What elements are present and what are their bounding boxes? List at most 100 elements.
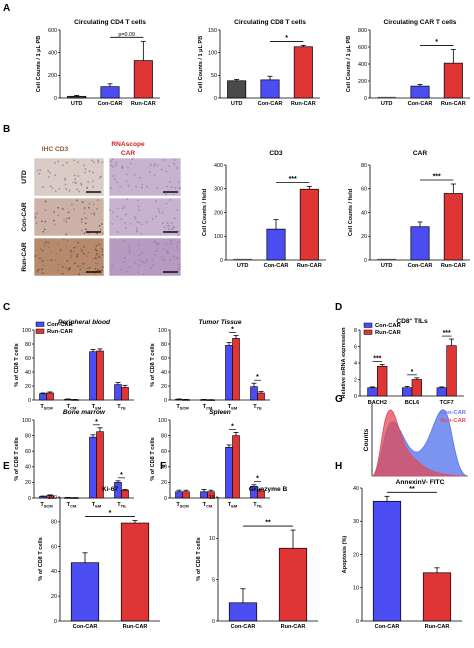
cell-dot — [162, 248, 165, 251]
cell-dot — [82, 262, 85, 265]
cell-dot — [41, 249, 44, 252]
y-tick-label: 80 — [161, 342, 167, 348]
chart-title: Circulating CD8 T cells — [234, 19, 306, 26]
cell-dot — [70, 251, 72, 254]
cell-dot — [79, 268, 82, 271]
bar-run-car-tcf7 — [446, 345, 457, 397]
cell-dot — [127, 184, 130, 187]
cell-dot — [173, 159, 176, 161]
panel-letter-g: G — [335, 394, 343, 405]
y-tick-label: 0 — [220, 258, 223, 264]
cell-dot — [178, 187, 181, 190]
cell-dot — [166, 250, 169, 252]
cell-dot — [177, 268, 180, 271]
chart-title: CD8+ TILs — [396, 317, 428, 326]
cell-dot — [135, 185, 137, 188]
cell-dot — [169, 259, 172, 261]
cell-dot — [150, 163, 152, 166]
cell-dot — [140, 232, 143, 235]
cell-dot — [84, 217, 86, 219]
bar-run-car — [443, 193, 463, 261]
y-tick-label: 20 — [25, 384, 31, 390]
cell-dot — [96, 262, 99, 265]
cell-dot — [141, 186, 143, 189]
cell-dot — [176, 245, 179, 248]
cell-dot — [96, 232, 99, 235]
significance-label: *** — [433, 174, 441, 181]
y-tick-label: 0 — [54, 96, 57, 102]
cell-dot — [99, 228, 102, 231]
cell-dot — [61, 272, 64, 275]
row-label: UTD — [21, 170, 28, 184]
bar-con-car-em — [225, 446, 233, 499]
bar-con-car-scm — [39, 496, 47, 499]
cell-dot — [74, 178, 77, 181]
cell-dot — [92, 171, 94, 174]
cell-dot — [93, 214, 96, 216]
cell-dot — [92, 180, 94, 182]
x-tick-label: Run-CAR — [441, 263, 466, 269]
cell-dot — [54, 174, 57, 177]
cell-dot — [172, 226, 175, 229]
cell-dot — [54, 259, 56, 262]
cell-dot — [170, 243, 173, 245]
x-tick-label: UTD — [381, 263, 393, 269]
cell-dot — [83, 271, 86, 274]
cell-dot — [65, 221, 68, 223]
y-tick-label: 8 — [354, 328, 357, 334]
significance-label: *** — [373, 356, 381, 363]
x-tick-label: Run-CAR — [131, 101, 156, 107]
y-axis-label: Apoptosis (%) — [342, 536, 348, 574]
cell-dot — [94, 257, 97, 259]
cell-dot — [73, 262, 76, 265]
cell-dot — [85, 228, 87, 231]
cell-dot — [141, 251, 144, 254]
y-tick-label: 20 — [161, 480, 167, 486]
cell-dot — [67, 268, 69, 271]
bar-con-car — [70, 562, 100, 622]
y-axis-label: Relative mRNA expression — [341, 327, 347, 399]
cell-dot — [47, 259, 50, 261]
cell-dot — [146, 259, 148, 262]
cell-dot — [49, 185, 52, 188]
bar-run-car — [278, 547, 308, 622]
bar-run-car-te — [121, 387, 129, 401]
cell-dot — [47, 169, 50, 172]
column-label-car: CAR — [121, 150, 136, 157]
cell-dot — [96, 253, 99, 256]
cell-dot — [141, 183, 144, 186]
cell-dot — [131, 158, 134, 161]
cell-dot — [100, 223, 103, 225]
cell-dot — [176, 208, 179, 211]
cell-dot — [166, 185, 168, 188]
cell-dot — [78, 273, 81, 276]
bar-run-car — [120, 522, 150, 622]
cell-dot — [112, 174, 115, 177]
bar-run-car — [299, 188, 319, 261]
x-tick-label: Run-CAR — [425, 624, 450, 630]
cell-dot — [81, 201, 84, 204]
chart-title: Bone marrow — [63, 409, 106, 416]
y-tick-label: 600 — [358, 45, 367, 51]
significance-label: * — [411, 369, 414, 376]
histogram-run-car — [371, 409, 469, 477]
bar-utd — [227, 80, 247, 99]
legend-swatch-con-car — [35, 321, 45, 327]
cell-dot — [91, 159, 93, 162]
y-tick-label: 40 — [353, 486, 359, 492]
cell-dot — [57, 160, 60, 163]
cell-dot — [178, 266, 181, 268]
cell-dot — [41, 268, 43, 271]
y-tick-label: 0 — [214, 96, 217, 102]
cell-dot — [82, 164, 85, 167]
cell-dot — [100, 269, 103, 272]
cell-dot — [77, 161, 79, 163]
x-tick-label: TCM — [203, 404, 213, 411]
chart-title: Spleen — [209, 409, 231, 416]
significance-label: * — [109, 510, 112, 517]
bar-run-car-scm — [46, 392, 54, 401]
cell-dot — [67, 211, 70, 214]
y-tick-label: 200 — [214, 210, 223, 216]
bar-con-car-tcf7 — [436, 387, 447, 397]
cell-dot — [84, 168, 87, 170]
